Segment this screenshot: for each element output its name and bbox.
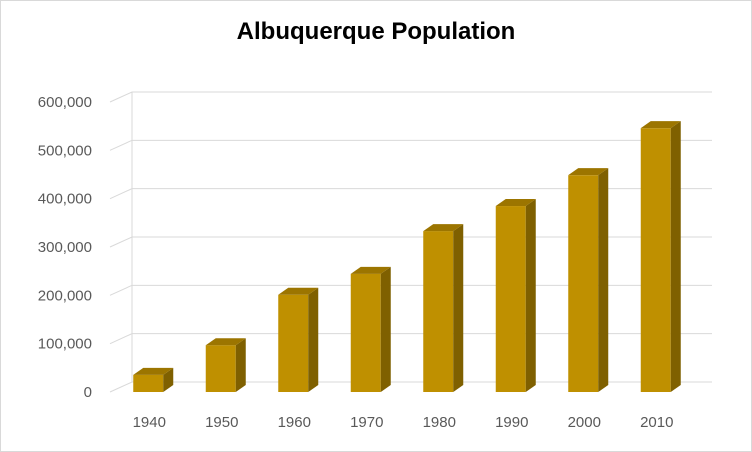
bar-top (423, 224, 464, 232)
y-tick-label-4: 400,000 (38, 191, 92, 208)
bar-side (670, 121, 681, 392)
x-tick-label-1940: 1940 (133, 414, 166, 431)
bar-front (205, 345, 236, 392)
bar-front (423, 231, 454, 392)
bar-side (380, 266, 391, 392)
gridlines (109, 91, 712, 393)
y-tick-label-5: 500,000 (38, 142, 92, 159)
x-tick-label-1990: 1990 (495, 414, 528, 431)
bar-front (495, 206, 526, 392)
bar-top (350, 266, 391, 274)
gridline-6 (109, 91, 712, 103)
y-axis-ticks: 0 100,000 200,000 300,000 400,000 500,000 600,… (38, 94, 92, 401)
bar-1960 (278, 287, 319, 392)
bar-side (308, 287, 319, 392)
y-tick-label-6: 600,000 (38, 94, 92, 111)
x-tick-label-1960: 1960 (278, 414, 311, 431)
bar-side (163, 367, 174, 392)
bar-side (235, 338, 246, 392)
bar-top (205, 338, 246, 346)
bar-top (568, 168, 609, 176)
bar-front (133, 374, 164, 392)
gridline-5 (109, 139, 712, 151)
gridline-0 (109, 381, 712, 393)
x-tick-label-1980: 1980 (423, 414, 456, 431)
bar-top (495, 199, 536, 207)
bar-front (568, 175, 599, 392)
bar-1940 (133, 367, 174, 392)
bar-top (278, 287, 319, 295)
bar-2000 (568, 168, 609, 392)
bar-1990 (495, 199, 536, 392)
y-tick-label-2: 200,000 (38, 287, 92, 304)
x-axis-ticks: 1940 1950 1960 1970 1980 1990 2000 2010 (133, 414, 674, 431)
x-tick-label-2000: 2000 (568, 414, 601, 431)
x-tick-label-1950: 1950 (205, 414, 238, 431)
gridline-1 (109, 333, 712, 345)
bar-front (640, 128, 671, 392)
bar-top (640, 121, 681, 129)
bar-side (525, 199, 536, 392)
bar-top (133, 367, 174, 375)
bar-side (453, 224, 464, 392)
bar-2010 (640, 121, 681, 392)
x-tick-label-2010: 2010 (640, 414, 673, 431)
y-tick-label-1: 100,000 (38, 336, 92, 353)
bar-1970 (350, 266, 391, 392)
y-tick-label-3: 300,000 (38, 239, 92, 256)
bar-1980 (423, 224, 464, 392)
y-tick-label-0: 0 (84, 384, 92, 401)
bars (133, 121, 681, 392)
x-tick-label-1970: 1970 (350, 414, 383, 431)
bar-front (278, 294, 309, 392)
bar-1950 (205, 338, 246, 392)
gridline-4 (109, 188, 712, 200)
chart-title: Albuquerque Population (236, 18, 516, 45)
bar-front (350, 273, 381, 392)
gridline-3 (109, 236, 712, 248)
gridline-2 (109, 284, 712, 296)
bar-side (598, 168, 609, 392)
